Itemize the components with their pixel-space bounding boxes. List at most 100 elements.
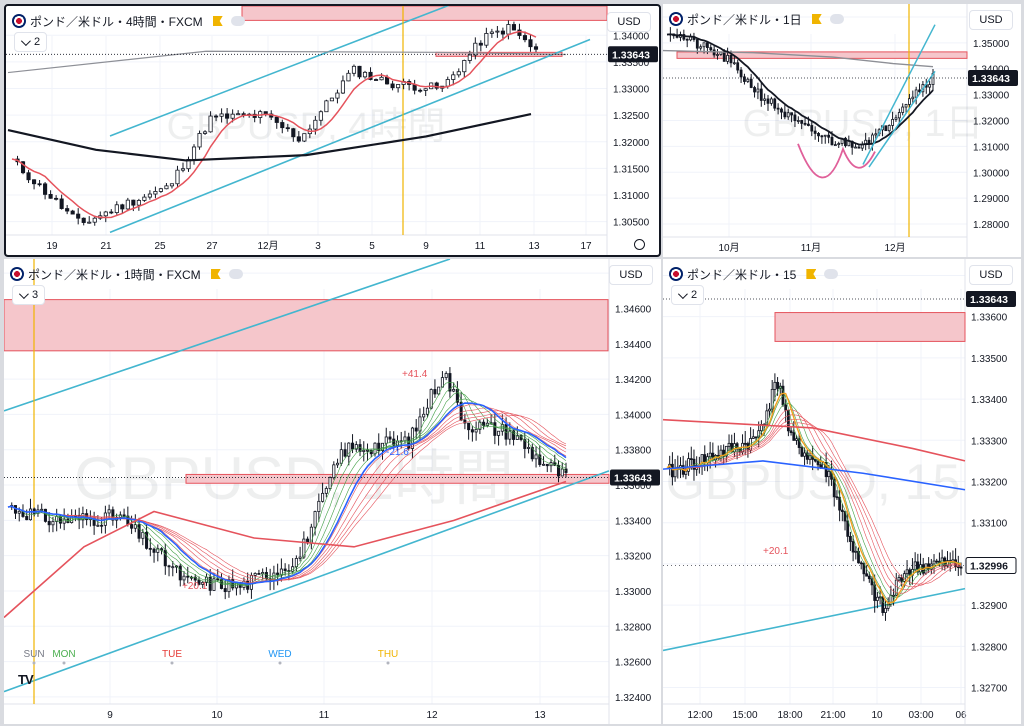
candle-body (515, 435, 519, 440)
x-tick-label: 21:00 (820, 710, 845, 721)
symbol-title[interactable]: ポンド／米ドル・1日 (687, 12, 802, 27)
candle-body (219, 113, 224, 117)
x-tick-label: 18:00 (777, 710, 802, 721)
x-tick-label: 12 (426, 710, 438, 721)
x-tick-label: 19 (46, 241, 58, 252)
currency-button[interactable]: USD (609, 265, 653, 285)
candle-body (339, 449, 343, 464)
currency-button[interactable]: USD (969, 10, 1013, 30)
current-price-tag: 1.33643 (612, 49, 650, 61)
currency-button[interactable]: USD (969, 265, 1013, 285)
candle-body (875, 596, 879, 601)
candle-body (392, 438, 396, 446)
candle-body (422, 413, 426, 418)
flag-marker-icon[interactable] (806, 269, 817, 279)
more-icon[interactable] (230, 16, 245, 26)
chart-pane-15m[interactable]: 1.337001.336001.335001.334001.333001.332… (663, 259, 1021, 724)
gbp-flag-icon (10, 267, 24, 281)
candle-body (462, 60, 467, 73)
candle-body (726, 54, 730, 62)
candle-body (357, 65, 362, 78)
symbol-title[interactable]: ポンド／米ドル・15 (687, 267, 797, 282)
candle-body (335, 92, 340, 99)
currency-button[interactable]: USD (607, 12, 651, 32)
settings-gear-icon[interactable] (634, 239, 645, 250)
ema-red (4, 480, 567, 619)
chart-pane-1d[interactable]: 1.360001.350001.340001.330001.320001.310… (663, 4, 1021, 257)
candle-body (373, 442, 377, 455)
chart-canvas-4h[interactable]: 1.34000 1.33500 1.33000 1.32500 1.32000 1.315… (6, 6, 661, 257)
indicator-toggle[interactable]: 2 (14, 32, 48, 52)
ema-blue (663, 460, 966, 491)
candle-body (384, 436, 388, 444)
flag-marker-icon[interactable] (210, 269, 221, 279)
y-tick-label: 1.32800 (615, 622, 652, 633)
candle-body (48, 194, 53, 199)
candle-body (279, 568, 283, 576)
chart-pane-1h[interactable]: 1.348001.346001.344001.342001.340001.338… (4, 259, 661, 724)
candle-body (463, 419, 467, 424)
symbol-title[interactable]: ポンド／米ドル・4時間・FXCM (30, 14, 203, 29)
candle-body (362, 449, 366, 452)
candle-body (732, 62, 736, 65)
chart-canvas-15m[interactable]: 1.337001.336001.335001.334001.333001.332… (663, 259, 1021, 724)
flag-marker-icon[interactable] (212, 16, 223, 26)
candle-body (820, 135, 824, 138)
more-icon[interactable] (228, 269, 243, 279)
candle-body (792, 432, 796, 441)
x-tick-label: 12月 (257, 240, 278, 252)
candle-body (759, 88, 763, 101)
candle-body (368, 71, 373, 80)
chart-canvas-1d[interactable]: 1.360001.350001.340001.330001.320001.310… (663, 4, 1021, 257)
current-price-tag-bg (966, 290, 1016, 307)
candle-body (835, 496, 839, 499)
candle-body (347, 442, 351, 457)
candle-body (332, 464, 336, 479)
candle-body (54, 197, 59, 200)
flag-marker-icon[interactable] (811, 14, 822, 24)
y-tick-label: 1.34200 (615, 375, 652, 386)
chevron-down-icon (18, 288, 29, 299)
candle-body (506, 24, 511, 35)
candle-body (425, 407, 429, 415)
candle-body (857, 146, 861, 149)
candle-body (340, 80, 346, 94)
candle-body (296, 136, 301, 142)
symbol-title[interactable]: ポンド／米ドル・1時間・FXCM (28, 267, 201, 282)
candle-body (851, 541, 855, 553)
candle-body (212, 578, 216, 591)
candle-body (786, 112, 790, 118)
candle-body (156, 548, 160, 553)
candle-body (830, 136, 834, 146)
candle-body (197, 579, 201, 585)
chart-pane-4h[interactable]: 1.34000 1.33500 1.33000 1.32500 1.32000 1.315… (4, 4, 661, 257)
candle-body (26, 172, 31, 181)
indicator-toggle[interactable]: 2 (671, 285, 705, 305)
candle-body (451, 74, 456, 80)
candle-body (699, 46, 703, 49)
more-icon[interactable] (824, 269, 839, 279)
tradingview-logo-icon[interactable]: TV (18, 672, 34, 687)
candle-body (291, 128, 296, 138)
candle-body (897, 112, 901, 119)
sma-black (7, 113, 532, 162)
candle-body (164, 185, 169, 190)
candle-body (545, 463, 549, 467)
candle-body (208, 115, 213, 133)
candle-body (280, 122, 285, 129)
candle-body (257, 573, 261, 575)
indicator-toggle[interactable]: 3 (12, 285, 46, 305)
candle-body (928, 84, 932, 88)
y-tick-label: 1.34400 (615, 340, 652, 351)
candle-body (489, 31, 494, 34)
candle-body (795, 438, 798, 441)
more-icon[interactable] (829, 14, 844, 24)
y-tick-label: 1.30000 (973, 168, 1010, 179)
candle-body (473, 42, 478, 56)
candle-body (534, 454, 538, 460)
chart-canvas-1h[interactable]: 1.348001.346001.344001.342001.340001.338… (4, 259, 661, 724)
candle-body (843, 511, 847, 522)
candle-body (564, 468, 568, 473)
indicator-count: 2 (691, 289, 698, 301)
ema-ribbon-line (666, 414, 962, 591)
